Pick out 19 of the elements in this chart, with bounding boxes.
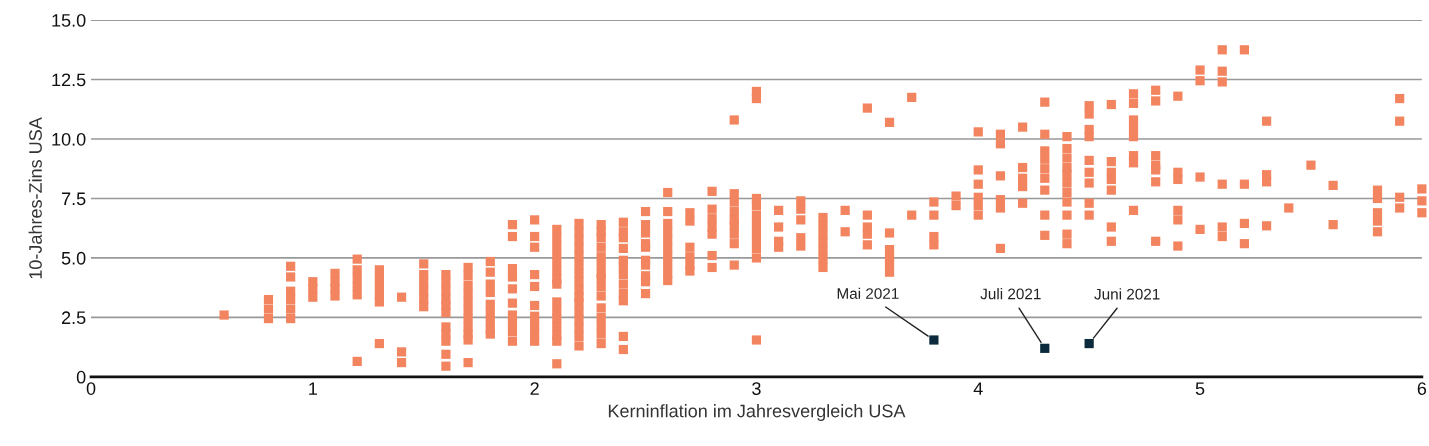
x-tick-label: 2 <box>530 382 539 395</box>
x-tick-label: 0 <box>86 382 96 395</box>
annotation: Mai 2021 <box>837 287 899 299</box>
y-tick-label: 15.0 <box>52 14 86 27</box>
x-tick-label: 5 <box>1195 382 1205 395</box>
y-tick-label: 0 <box>76 370 86 384</box>
y-tick-label: 2.5 <box>61 311 86 325</box>
x-tick-label: 1 <box>309 382 317 395</box>
y-tick-label: 12.5 <box>52 73 86 87</box>
y-tick-label: 7.5 <box>61 192 86 206</box>
x-tick-label: 4 <box>973 382 983 395</box>
x-tick-label: 3 <box>752 382 761 395</box>
y-tick-label: 10.0 <box>52 132 86 146</box>
y-tick-label: 5.0 <box>61 251 86 265</box>
x-tick-label: 6 <box>1417 382 1427 395</box>
y-axis-title: 10-Jahres-Zins USA <box>28 117 42 279</box>
annotation: Juni 2021 <box>1094 288 1160 300</box>
annotation: Juli 2021 <box>980 288 1041 300</box>
x-axis-title: Kerninflation im Jahresvergleich USA <box>608 404 906 421</box>
